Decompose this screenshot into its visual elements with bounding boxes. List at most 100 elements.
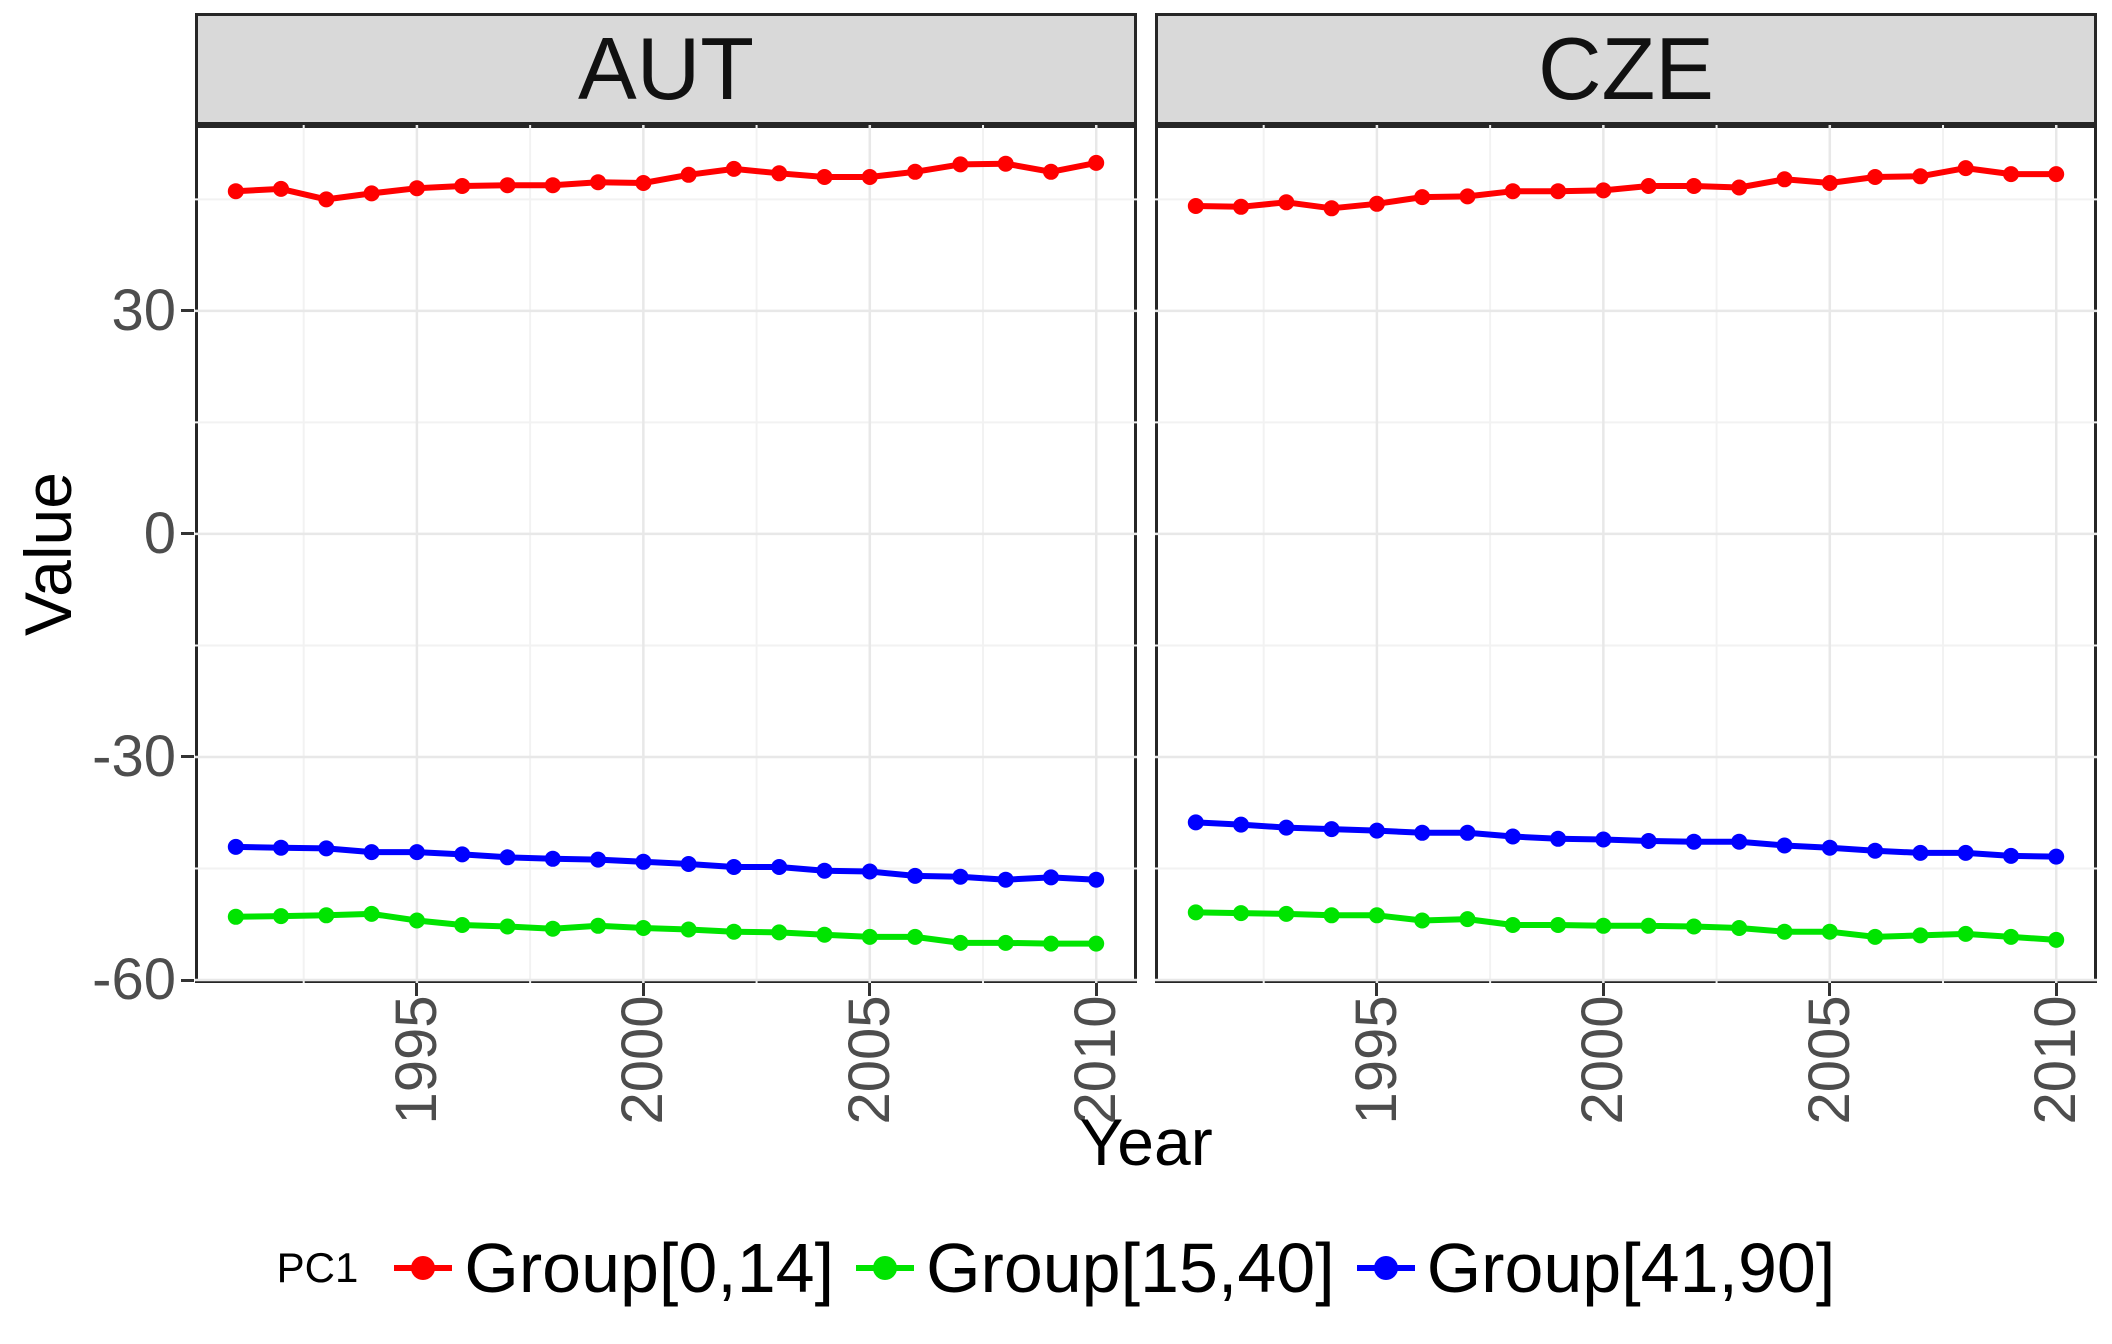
data-point — [1640, 917, 1657, 934]
data-point — [1595, 917, 1612, 934]
data-point — [454, 846, 471, 863]
x-tick-label: 1995 — [383, 995, 449, 1125]
data-point — [1821, 839, 1838, 856]
data-point — [273, 180, 289, 197]
data-point — [1731, 179, 1748, 196]
data-point — [1414, 189, 1431, 206]
facet-strip-cze: CZE — [1155, 13, 2097, 125]
data-point — [1043, 869, 1059, 886]
data-point — [997, 871, 1014, 888]
data-point — [1187, 904, 1204, 921]
data-point — [1550, 917, 1567, 933]
data-point — [318, 907, 335, 924]
data-point — [1278, 819, 1295, 836]
x-tick-mark — [1828, 983, 1832, 996]
data-point — [680, 921, 697, 938]
data-point — [1504, 828, 1521, 845]
data-point — [544, 850, 561, 867]
y-tick-label: -30 — [92, 723, 176, 789]
data-point — [2048, 848, 2065, 865]
data-point — [2003, 166, 2019, 183]
data-point — [408, 844, 425, 861]
data-point — [1233, 816, 1249, 833]
facet-strip-label: AUT — [578, 19, 754, 118]
data-point — [1323, 907, 1340, 924]
data-point — [816, 862, 833, 879]
data-point — [1776, 837, 1793, 854]
plot-area-aut — [195, 125, 1137, 983]
data-point — [1278, 905, 1295, 922]
y-tick-label: 30 — [111, 277, 176, 343]
data-point — [635, 853, 652, 870]
data-point — [1912, 927, 1929, 944]
data-point — [1640, 833, 1657, 849]
data-point — [544, 177, 561, 194]
data-point — [1459, 188, 1476, 205]
data-point — [1595, 182, 1612, 199]
plot-panel-aut — [195, 125, 1137, 983]
x-tick-mark — [415, 983, 419, 996]
data-point — [725, 160, 742, 177]
data-point — [2048, 166, 2065, 183]
data-point — [1233, 198, 1249, 215]
legend-item-group-0-14: Group[0,14] — [394, 1233, 834, 1303]
data-point — [635, 920, 652, 936]
data-point — [1867, 169, 1884, 185]
data-point — [725, 859, 742, 875]
data-point — [1821, 175, 1838, 191]
data-point — [499, 177, 516, 194]
x-tick-mark — [1094, 983, 1098, 996]
data-point — [1278, 194, 1295, 211]
data-point — [408, 180, 425, 197]
data-point — [1414, 912, 1431, 929]
data-point — [1368, 822, 1385, 839]
data-point — [861, 928, 878, 945]
data-point — [273, 908, 289, 925]
data-point — [861, 863, 878, 880]
data-point — [680, 856, 697, 872]
data-point — [1368, 195, 1385, 212]
data-point — [273, 839, 289, 856]
data-point — [2003, 928, 2019, 945]
legend-title: PC1 — [276, 1244, 359, 1291]
data-point — [1957, 160, 1974, 177]
data-point — [1867, 928, 1884, 945]
data-point — [1957, 925, 1974, 942]
x-tick-label: 2000 — [1570, 995, 1636, 1125]
data-point — [1550, 830, 1567, 847]
x-tick-label: 2010 — [2023, 995, 2089, 1125]
data-point — [1776, 171, 1793, 188]
x-axis-title: Year — [1079, 1105, 1213, 1179]
data-point — [1323, 200, 1340, 217]
plot-area-cze — [1155, 125, 2097, 983]
legend-key-blue-point-icon — [1356, 1239, 1415, 1297]
legend-label: Group[15,40] — [926, 1229, 1335, 1307]
data-point — [363, 905, 380, 922]
data-point — [1043, 935, 1059, 952]
data-point — [635, 175, 652, 191]
x-tick-mark — [1375, 983, 1379, 996]
y-tick-label: 0 — [143, 500, 176, 566]
data-point — [1504, 917, 1521, 933]
legend-key-green-point-icon — [856, 1239, 915, 1297]
data-point — [1867, 842, 1884, 859]
legend: PC1 Group[0,14] Group[15,40] Group[41,90… — [0, 1208, 2112, 1328]
data-point — [363, 185, 380, 202]
y-tick-label: -60 — [92, 947, 176, 1013]
data-point — [1323, 821, 1340, 838]
legend-item-group-15-40: Group[15,40] — [856, 1233, 1335, 1303]
data-point — [1233, 905, 1249, 922]
x-tick-mark — [1601, 983, 1605, 996]
y-tick-mark — [181, 309, 194, 313]
data-point — [997, 934, 1014, 951]
data-point — [997, 155, 1014, 172]
facet-strip-label: CZE — [1538, 19, 1714, 118]
data-point — [771, 165, 788, 182]
x-tick-mark — [2054, 983, 2058, 996]
data-point — [408, 912, 425, 929]
data-point — [227, 908, 244, 925]
data-point — [1595, 831, 1612, 848]
x-tick-mark — [641, 983, 645, 996]
data-point — [1731, 920, 1748, 936]
data-point — [1368, 907, 1385, 924]
